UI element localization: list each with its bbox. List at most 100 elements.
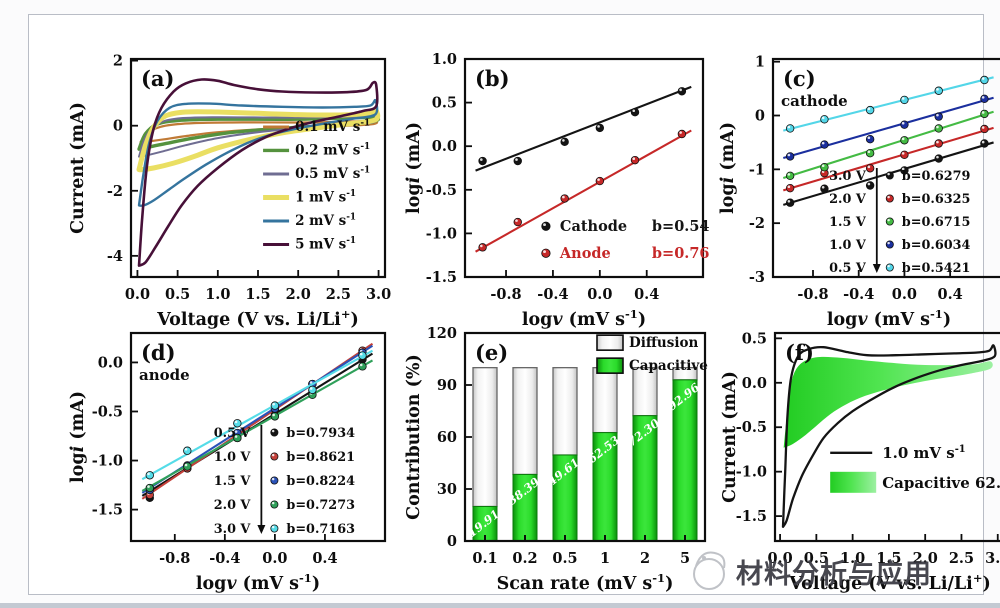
svg-text:(f): (f) bbox=[785, 340, 814, 365]
svg-text:-1: -1 bbox=[749, 161, 765, 178]
panel-a-cv-chart: 0.0 0.5 1.0 1.5 2.0 2.5 3.0 2 0 -2 -4 Voltage (V vs… bbox=[68, 53, 391, 330]
svg-text:0: 0 bbox=[755, 108, 765, 125]
svg-text:5: 5 bbox=[680, 550, 690, 567]
svg-text:0.4: 0.4 bbox=[634, 286, 659, 303]
svg-text:0.0: 0.0 bbox=[98, 354, 123, 371]
svg-text:-4: -4 bbox=[107, 248, 123, 265]
svg-text:2 mV s-1: 2 mV s-1 bbox=[295, 213, 356, 229]
svg-text:5 mV s-1: 5 mV s-1 bbox=[295, 236, 356, 252]
svg-text:logv (mV s-1): logv (mV s-1) bbox=[522, 307, 646, 330]
svg-text:Current (mA): Current (mA) bbox=[720, 371, 740, 503]
svg-text:-0.8: -0.8 bbox=[159, 550, 190, 567]
svg-text:b=0.6034: b=0.6034 bbox=[902, 238, 971, 253]
svg-text:Capacitive: Capacitive bbox=[629, 358, 708, 374]
svg-text:90: 90 bbox=[437, 377, 457, 394]
svg-text:60: 60 bbox=[437, 429, 457, 446]
svg-text:0.5: 0.5 bbox=[804, 550, 829, 567]
svg-text:-0.4: -0.4 bbox=[843, 286, 874, 303]
svg-text:-0.4: -0.4 bbox=[537, 286, 568, 303]
svg-text:2: 2 bbox=[640, 550, 650, 567]
svg-text:1: 1 bbox=[755, 54, 765, 71]
svg-text:30: 30 bbox=[437, 481, 457, 498]
svg-text:0.5: 0.5 bbox=[742, 330, 767, 347]
panel-e-contribution-chart: 19.910.138.390.249.610.562.53172.30292.9… bbox=[404, 325, 708, 594]
svg-text:logv (mV s-1): logv (mV s-1) bbox=[196, 571, 320, 594]
svg-text:-2: -2 bbox=[749, 215, 765, 232]
svg-text:1.0 V: 1.0 V bbox=[214, 450, 252, 465]
svg-text:Contribution (%): Contribution (%) bbox=[404, 354, 424, 520]
svg-text:b=0.6279: b=0.6279 bbox=[902, 169, 971, 184]
svg-text:b=0.7163: b=0.7163 bbox=[286, 522, 355, 537]
svg-text:-0.4: -0.4 bbox=[209, 550, 240, 567]
svg-text:0.0: 0.0 bbox=[432, 138, 457, 155]
svg-text:-1.5: -1.5 bbox=[426, 269, 457, 286]
svg-text:Voltage (V vs. Li/Li+): Voltage (V vs. Li/Li+) bbox=[788, 571, 991, 594]
svg-text:Scan rate (mV s-1): Scan rate (mV s-1) bbox=[497, 571, 674, 594]
svg-text:b=0.76: b=0.76 bbox=[652, 245, 710, 262]
svg-text:logi (mA): logi (mA) bbox=[404, 122, 424, 214]
svg-text:0.2: 0.2 bbox=[512, 550, 537, 567]
svg-text:(a): (a) bbox=[141, 66, 174, 91]
svg-text:b=0.7934: b=0.7934 bbox=[286, 426, 355, 441]
svg-text:0.2 mV s-1: 0.2 mV s-1 bbox=[295, 142, 370, 158]
svg-text:2.5: 2.5 bbox=[326, 286, 351, 303]
svg-text:Diffusion: Diffusion bbox=[629, 335, 698, 351]
svg-text:-1.0: -1.0 bbox=[426, 225, 457, 242]
svg-text:0: 0 bbox=[113, 118, 123, 135]
svg-text:logi (mA): logi (mA) bbox=[68, 391, 88, 483]
svg-text:0.5 V: 0.5 V bbox=[829, 261, 867, 276]
svg-text:1.0 V: 1.0 V bbox=[829, 238, 867, 253]
svg-text:b=0.6715: b=0.6715 bbox=[902, 215, 971, 230]
svg-text:2.0 V: 2.0 V bbox=[214, 498, 252, 513]
svg-text:0: 0 bbox=[447, 533, 457, 550]
svg-text:120: 120 bbox=[427, 325, 457, 342]
svg-text:b=0.8621: b=0.8621 bbox=[286, 450, 355, 465]
svg-text:0.0: 0.0 bbox=[742, 375, 767, 392]
svg-text:-1.5: -1.5 bbox=[736, 508, 767, 525]
svg-text:-1.0: -1.0 bbox=[92, 453, 123, 470]
svg-text:0.5 mV s-1: 0.5 mV s-1 bbox=[295, 166, 370, 182]
svg-text:b=0.6325: b=0.6325 bbox=[902, 192, 971, 207]
figure-panel: 0.0 0.5 1.0 1.5 2.0 2.5 3.0 2 0 -2 -4 Voltage (V vs… bbox=[28, 14, 1000, 595]
svg-text:2: 2 bbox=[113, 53, 123, 70]
svg-text:1.0: 1.0 bbox=[840, 550, 865, 567]
svg-text:1.5 V: 1.5 V bbox=[214, 474, 252, 489]
svg-text:1.5: 1.5 bbox=[876, 550, 901, 567]
svg-text:-0.8: -0.8 bbox=[797, 286, 828, 303]
svg-text:-1.5: -1.5 bbox=[92, 502, 123, 519]
svg-text:0.5 V: 0.5 V bbox=[214, 426, 252, 441]
svg-text:(b): (b) bbox=[475, 66, 510, 91]
svg-text:-0.5: -0.5 bbox=[736, 419, 767, 436]
svg-text:logv (mV s-1): logv (mV s-1) bbox=[827, 307, 951, 330]
panel-c-cathode-chart: -0.8 -0.4 0.0 0.4 1 0 -1 -2 -3 logv (mV s-1) logi … bbox=[719, 54, 1000, 330]
svg-text:1: 1 bbox=[600, 550, 610, 567]
svg-text:0.4: 0.4 bbox=[938, 286, 963, 303]
svg-text:3.0 V: 3.0 V bbox=[214, 522, 252, 537]
svg-text:-3: -3 bbox=[749, 269, 765, 286]
svg-text:-2: -2 bbox=[107, 183, 123, 200]
svg-text:Anode: Anode bbox=[559, 245, 611, 262]
svg-text:Current (mA): Current (mA) bbox=[68, 102, 88, 234]
svg-text:(e): (e) bbox=[475, 340, 508, 365]
svg-text:b=0.5421: b=0.5421 bbox=[902, 261, 971, 276]
svg-text:3.0: 3.0 bbox=[366, 286, 391, 303]
svg-text:Voltage (V vs. Li/Li+): Voltage (V vs. Li/Li+) bbox=[156, 307, 359, 330]
svg-text:3.0: 3.0 bbox=[985, 550, 1000, 567]
svg-text:1.0: 1.0 bbox=[432, 51, 457, 68]
svg-text:Cathode: Cathode bbox=[560, 218, 627, 235]
svg-text:0.1: 0.1 bbox=[472, 550, 497, 567]
svg-text:0.0: 0.0 bbox=[587, 286, 612, 303]
svg-text:logi (mA): logi (mA) bbox=[719, 122, 738, 214]
panel-d-anode-chart: -0.8 -0.4 0.0 0.4 0.0 -0.5 -1.0 -1.5 logv (mV s-… bbox=[68, 331, 387, 594]
svg-text:0.5: 0.5 bbox=[165, 286, 190, 303]
svg-text:2.5: 2.5 bbox=[949, 550, 974, 567]
svg-text:b=0.8224: b=0.8224 bbox=[286, 474, 355, 489]
svg-text:(c): (c) bbox=[783, 66, 816, 91]
svg-text:0.4: 0.4 bbox=[312, 550, 337, 567]
svg-text:0.0: 0.0 bbox=[262, 550, 287, 567]
svg-text:-0.5: -0.5 bbox=[426, 182, 457, 199]
bottom-strip bbox=[0, 603, 1000, 608]
svg-text:-1.0: -1.0 bbox=[736, 464, 767, 481]
svg-text:0.1 mV s-1: 0.1 mV s-1 bbox=[295, 119, 370, 135]
svg-text:0.5: 0.5 bbox=[552, 550, 577, 567]
